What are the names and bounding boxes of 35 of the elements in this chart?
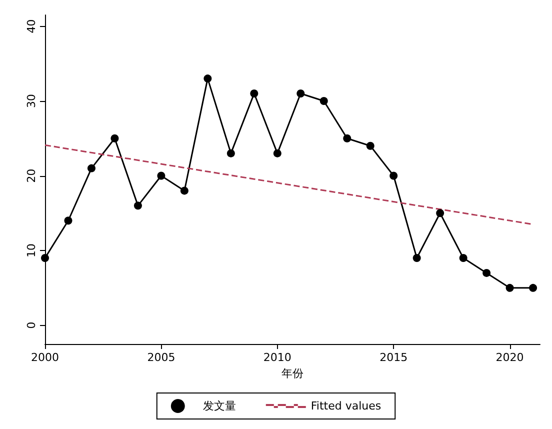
point [157, 172, 166, 180]
legend-label: Fitted values [310, 400, 382, 412]
point [459, 254, 468, 262]
point [110, 134, 119, 142]
point [134, 202, 142, 210]
x-tick-label: 2020 [496, 351, 524, 364]
point [366, 142, 374, 150]
x-axis-title: 年份 [282, 366, 304, 380]
point [64, 216, 72, 225]
point [226, 149, 235, 158]
point [320, 96, 328, 105]
point [296, 90, 305, 98]
y-tick-label: 40 [25, 19, 38, 34]
point [482, 268, 491, 277]
x-tick-label: 2010 [263, 351, 292, 364]
legend-label: 发文量 [202, 400, 236, 412]
point [506, 284, 514, 292]
point [390, 172, 398, 180]
y-tick-label: 0 [25, 322, 38, 329]
point [529, 284, 538, 292]
point [343, 134, 352, 142]
point [180, 186, 188, 195]
y-tick-label: 10 [25, 244, 38, 258]
y-tick-label: 30 [25, 94, 38, 108]
point [436, 209, 444, 218]
point [41, 254, 49, 262]
point [273, 149, 282, 158]
x-tick-label: 2005 [147, 351, 176, 364]
point [412, 254, 421, 262]
x-tick-label: 2015 [380, 351, 408, 364]
y-tick-label: 20 [25, 168, 38, 183]
point [250, 90, 258, 98]
x-tick-label: 2000 [31, 351, 59, 364]
point [87, 164, 96, 172]
point [204, 74, 212, 83]
